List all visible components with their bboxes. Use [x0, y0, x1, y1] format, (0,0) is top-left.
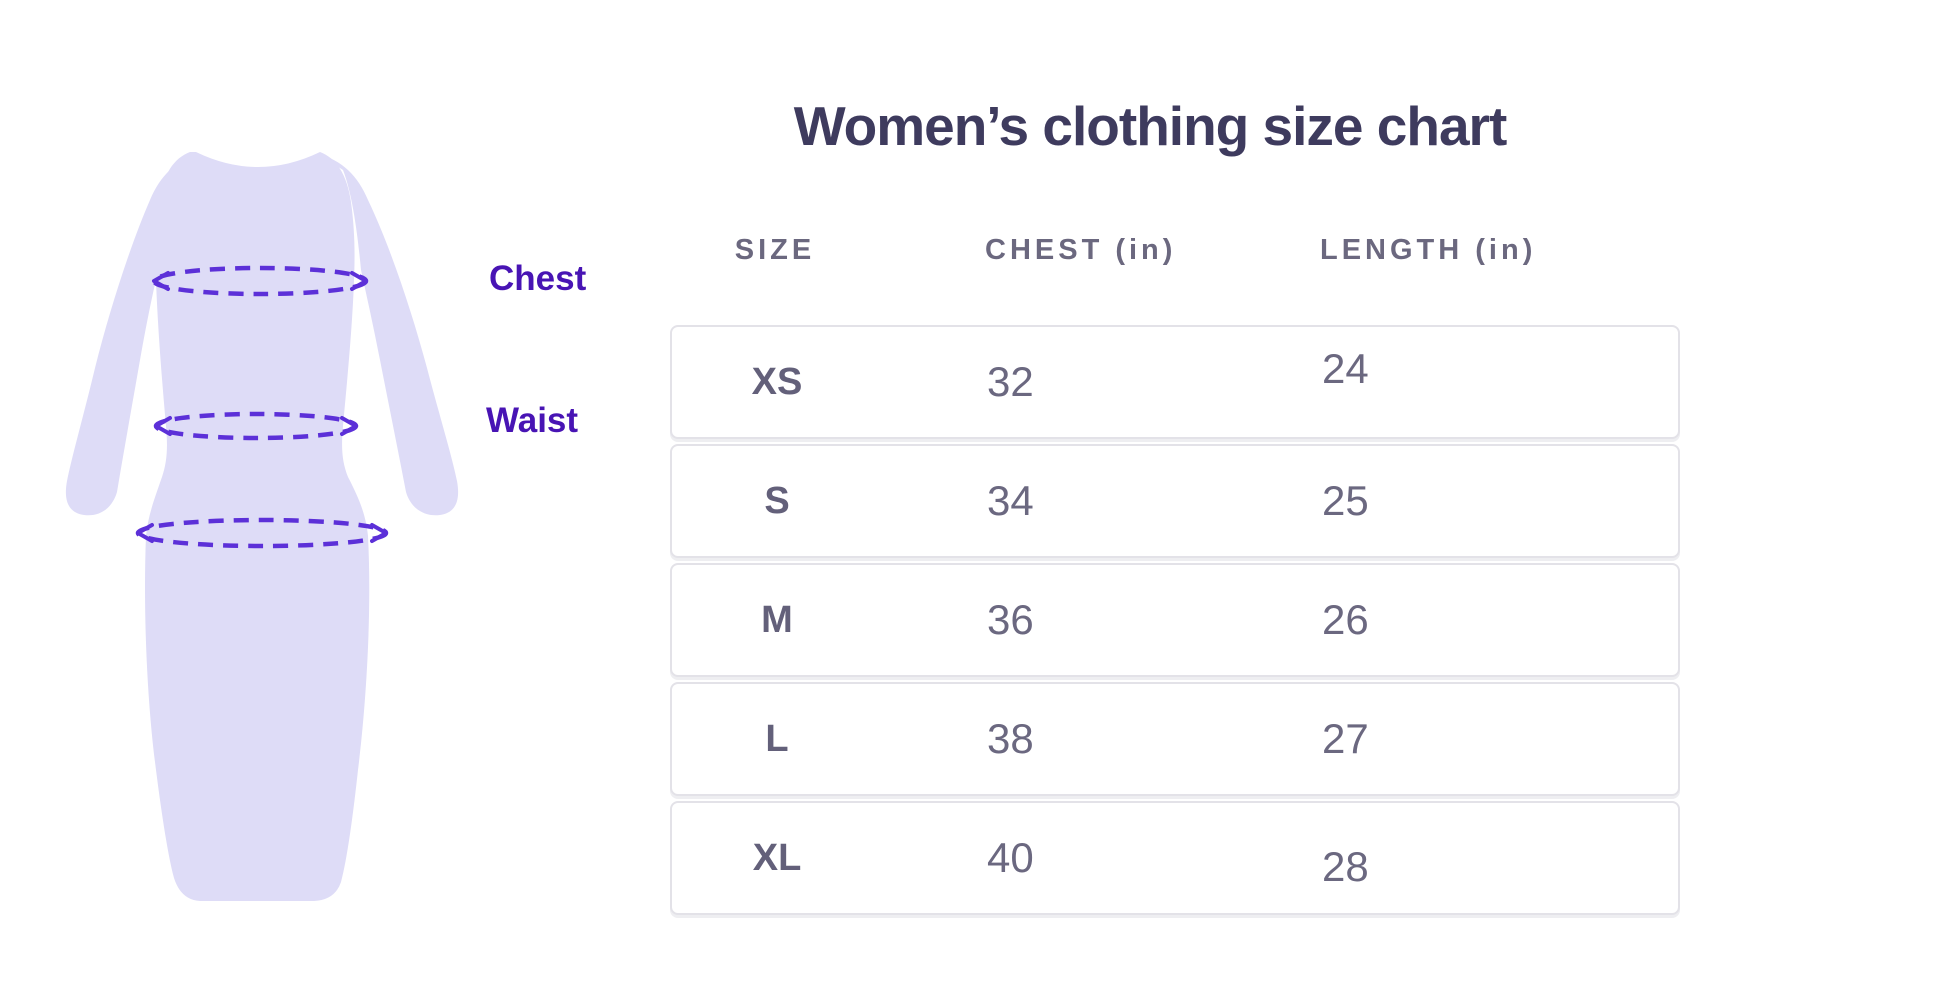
chest-label: Chest [489, 259, 587, 298]
size-cell: XS [751, 361, 803, 403]
length-cell: 27 [1322, 715, 1369, 762]
waist-label: Waist [486, 401, 579, 440]
chest-cell: 36 [987, 596, 1034, 643]
page-title: Women’s clothing size chart [793, 95, 1508, 157]
size-table-body: XS 32 24 S 34 25 M 36 26 L 38 27 XL 40 28 [670, 325, 1680, 915]
chest-arrow-left [152, 271, 170, 291]
column-header-chest: CHEST (in) [985, 234, 1177, 266]
dress-illustration [65, 152, 459, 901]
table-row-xs: XS 32 24 [670, 325, 1680, 439]
chest-cell: 32 [987, 358, 1034, 405]
table-row-l: L 38 27 [670, 682, 1680, 796]
chest-cell: 40 [987, 834, 1034, 881]
column-header-size: SIZE [734, 234, 816, 266]
chest-arrow-right [350, 271, 368, 291]
waist-arrow-right [340, 416, 358, 436]
length-cell: 25 [1322, 477, 1369, 524]
length-cell: 26 [1322, 596, 1369, 643]
size-table-header: SIZE CHEST (in) LENGTH (in) [670, 234, 1680, 274]
size-cell: M [761, 599, 793, 641]
chest-cell: 38 [987, 715, 1034, 762]
dress-sleeve-right [318, 154, 459, 516]
waist-arrow-left [154, 416, 172, 436]
hip-arrow-left [136, 523, 154, 543]
length-cell: 28 [1322, 843, 1369, 890]
size-cell: L [765, 718, 789, 760]
dress-sleeve-left [65, 154, 200, 516]
chest-cell: 34 [987, 477, 1034, 524]
hip-arrow-right [370, 523, 388, 543]
size-cell: XL [752, 837, 802, 879]
column-header-length: LENGTH (in) [1320, 234, 1537, 266]
dress-body [145, 152, 370, 901]
table-row-s: S 34 25 [670, 444, 1680, 558]
table-row-m: M 36 26 [670, 563, 1680, 677]
size-cell: S [764, 480, 790, 522]
table-row-xl: XL 40 28 [670, 801, 1680, 915]
length-cell: 24 [1322, 345, 1369, 392]
